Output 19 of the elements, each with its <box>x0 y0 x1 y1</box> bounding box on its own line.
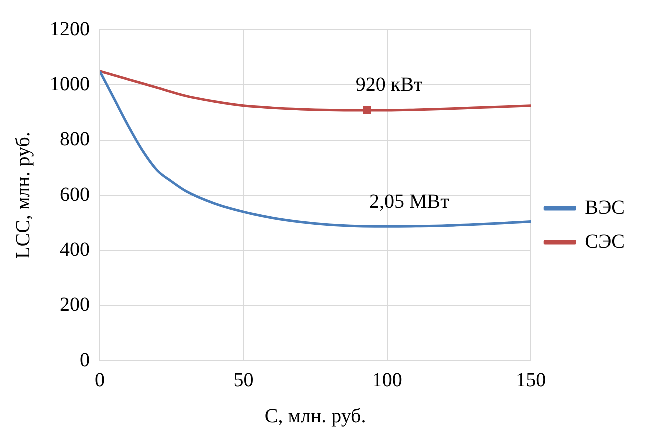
x-tick-label: 100 <box>372 369 402 392</box>
y-tick-label: 1000 <box>50 73 90 96</box>
x-tick-label: 50 <box>234 369 254 392</box>
x-tick-label: 0 <box>95 369 105 392</box>
legend-label: ВЭС <box>585 196 626 219</box>
y-tick-label: 600 <box>60 184 90 206</box>
line-series <box>100 70 532 112</box>
line-series <box>100 70 532 228</box>
y-tick-label: 200 <box>60 294 90 316</box>
y-axis-title: LCC, млн. руб. <box>12 132 34 259</box>
annotation: 2,05 МВт <box>369 190 450 213</box>
y-tick-label: 800 <box>60 128 90 151</box>
x-axis-title: C, млн. руб. <box>264 405 366 428</box>
legend-label: СЭС <box>585 230 626 253</box>
y-tick-label: 400 <box>60 238 90 261</box>
annotation: 920 кВт <box>356 74 423 96</box>
y-tick-label: 0 <box>80 349 90 372</box>
y-tick-label: 1200 <box>50 18 90 40</box>
x-tick-label: 150 <box>516 369 546 392</box>
